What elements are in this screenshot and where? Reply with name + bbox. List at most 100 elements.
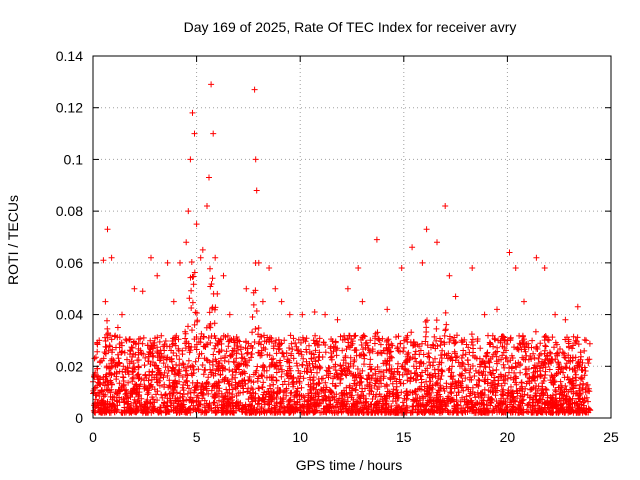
- data-point: [103, 363, 110, 370]
- data-point: [437, 335, 443, 342]
- data-point: [451, 340, 458, 347]
- data-point: [494, 306, 500, 313]
- data-point: [565, 376, 572, 383]
- data-point: [207, 324, 214, 331]
- data-point: [244, 388, 251, 395]
- data-point: [442, 203, 449, 209]
- data-point: [485, 358, 492, 365]
- data-point: [551, 344, 557, 351]
- data-point: [193, 221, 200, 228]
- data-point: [552, 311, 559, 318]
- data-point: [394, 345, 401, 352]
- data-point: [212, 254, 219, 261]
- data-point: [293, 388, 300, 395]
- data-point: [560, 400, 567, 407]
- data-point: [547, 394, 554, 401]
- data-point: [246, 377, 253, 384]
- data-point: [354, 400, 361, 407]
- data-point: [141, 383, 148, 390]
- data-point: [483, 350, 490, 357]
- data-point: [214, 402, 221, 409]
- data-point: [507, 357, 514, 364]
- data-point: [290, 355, 297, 362]
- data-point: [512, 265, 519, 271]
- data-point: [462, 408, 469, 415]
- data-point: [341, 332, 348, 339]
- data-point: [325, 364, 332, 371]
- data-point: [562, 396, 569, 403]
- data-point: [134, 404, 141, 411]
- data-point: [166, 377, 173, 384]
- data-point: [342, 360, 349, 366]
- data-point: [434, 380, 441, 387]
- data-point: [173, 380, 180, 387]
- data-point: [198, 390, 204, 397]
- data-point: [233, 334, 240, 340]
- data-point: [581, 336, 588, 343]
- data-point: [94, 401, 101, 408]
- data-point: [261, 389, 268, 396]
- data-point: [553, 391, 560, 398]
- data-point: [168, 356, 175, 363]
- data-point: [103, 344, 110, 351]
- data-point: [144, 404, 151, 411]
- data-point: [233, 392, 240, 399]
- data-point: [331, 393, 338, 400]
- data-point: [491, 335, 498, 342]
- data-point: [316, 335, 323, 342]
- data-point: [238, 344, 244, 351]
- data-point: [426, 382, 433, 389]
- data-point: [210, 130, 217, 137]
- data-point: [331, 373, 338, 380]
- data-point: [398, 265, 405, 271]
- data-point: [486, 339, 493, 346]
- data-point: [454, 332, 460, 339]
- data-point: [186, 396, 193, 403]
- data-point: [300, 355, 307, 362]
- data-point: [574, 303, 581, 310]
- data-point: [190, 397, 197, 404]
- data-point: [197, 254, 204, 261]
- y-tick-label: 0: [75, 410, 83, 426]
- data-point: [154, 334, 161, 341]
- data-point: [586, 356, 593, 363]
- data-point: [216, 348, 223, 355]
- data-point: [300, 403, 307, 410]
- data-point: [466, 376, 473, 383]
- data-point: [303, 401, 310, 408]
- data-point: [442, 326, 449, 333]
- data-point: [191, 130, 198, 137]
- data-point: [363, 375, 370, 382]
- data-point: [160, 374, 167, 381]
- data-point: [510, 397, 517, 404]
- data-point: [557, 397, 564, 404]
- data-point: [368, 366, 375, 373]
- data-point: [547, 404, 554, 411]
- data-point: [562, 316, 569, 323]
- data-point: [531, 405, 538, 412]
- y-tick-label: 0.02: [56, 358, 83, 374]
- data-point: [179, 360, 186, 367]
- data-point: [440, 397, 447, 404]
- data-point: [150, 352, 157, 359]
- data-point: [310, 351, 317, 358]
- data-point: [206, 309, 213, 316]
- data-point: [470, 345, 477, 352]
- data-point: [475, 376, 482, 383]
- data-point: [431, 366, 438, 373]
- data-point: [196, 401, 203, 408]
- data-point: [410, 398, 417, 405]
- data-point: [401, 365, 407, 372]
- data-point: [131, 387, 137, 394]
- data-point: [405, 349, 412, 356]
- data-point: [110, 357, 117, 364]
- data-point: [417, 347, 424, 354]
- data-point: [472, 394, 479, 401]
- data-point: [500, 391, 507, 398]
- data-point: [97, 381, 104, 388]
- data-point: [239, 355, 246, 362]
- data-point: [168, 347, 175, 354]
- data-point: [344, 407, 351, 414]
- data-point: [437, 352, 444, 359]
- data-point: [135, 363, 142, 370]
